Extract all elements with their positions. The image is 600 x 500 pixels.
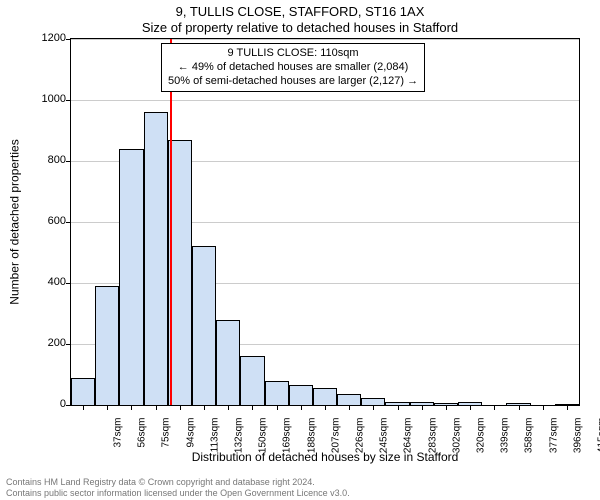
y-tick-mark xyxy=(66,161,71,162)
x-tick-label: 283sqm xyxy=(427,418,438,458)
x-tick-label: 320sqm xyxy=(475,418,486,458)
histogram-bar xyxy=(95,286,119,405)
histogram-bar xyxy=(337,394,361,405)
x-tick-label: 377sqm xyxy=(548,418,559,458)
x-tick-label: 226sqm xyxy=(355,418,366,458)
x-tick-label: 302sqm xyxy=(451,418,462,458)
x-tick-mark xyxy=(398,405,399,410)
footer-line-1: Contains HM Land Registry data © Crown c… xyxy=(6,477,350,487)
histogram-bar xyxy=(192,246,216,405)
footer-attribution: Contains HM Land Registry data © Crown c… xyxy=(6,477,350,498)
x-tick-label: 75sqm xyxy=(161,418,172,458)
chart-title: 9, TULLIS CLOSE, STAFFORD, ST16 1AX xyxy=(0,4,600,19)
annotation-line-2: ← 49% of detached houses are smaller (2,… xyxy=(168,61,418,75)
x-tick-label: 245sqm xyxy=(379,418,390,458)
y-tick-mark xyxy=(66,222,71,223)
y-tick-mark xyxy=(66,344,71,345)
x-tick-mark xyxy=(446,405,447,410)
footer-line-2: Contains public sector information licen… xyxy=(6,488,350,498)
histogram-bar xyxy=(119,149,143,405)
x-tick-mark xyxy=(83,405,84,410)
y-tick-label: 200 xyxy=(26,337,66,349)
x-tick-mark xyxy=(373,405,374,410)
histogram-bar xyxy=(361,398,385,405)
x-tick-label: 132sqm xyxy=(234,418,245,458)
chart-subtitle: Size of property relative to detached ho… xyxy=(0,20,600,35)
annotation-line-3: 50% of semi-detached houses are larger (… xyxy=(168,75,418,89)
x-tick-mark xyxy=(519,405,520,410)
x-tick-label: 94sqm xyxy=(185,418,196,458)
x-tick-mark xyxy=(204,405,205,410)
x-tick-label: 415sqm xyxy=(596,418,600,458)
marker-line xyxy=(170,39,172,405)
histogram-bar xyxy=(265,381,289,405)
y-tick-label: 0 xyxy=(26,398,66,410)
x-tick-mark xyxy=(494,405,495,410)
x-tick-mark xyxy=(252,405,253,410)
y-tick-mark xyxy=(66,100,71,101)
x-tick-label: 56sqm xyxy=(137,418,148,458)
x-tick-mark xyxy=(131,405,132,410)
x-tick-label: 264sqm xyxy=(403,418,414,458)
x-tick-mark xyxy=(567,405,568,410)
annotation-line-1: 9 TULLIS CLOSE: 110sqm xyxy=(168,47,418,61)
x-tick-mark xyxy=(156,405,157,410)
x-tick-label: 396sqm xyxy=(572,418,583,458)
y-tick-label: 800 xyxy=(26,154,66,166)
gridline xyxy=(71,39,579,40)
x-tick-label: 358sqm xyxy=(524,418,535,458)
x-tick-mark xyxy=(543,405,544,410)
histogram-bar xyxy=(240,356,264,405)
y-tick-mark xyxy=(66,405,71,406)
x-tick-mark xyxy=(349,405,350,410)
x-tick-mark xyxy=(180,405,181,410)
histogram-bar xyxy=(144,112,168,405)
y-tick-mark xyxy=(66,283,71,284)
x-tick-label: 113sqm xyxy=(209,418,220,458)
histogram-bar xyxy=(313,388,337,405)
x-tick-label: 150sqm xyxy=(258,418,269,458)
y-tick-label: 400 xyxy=(26,276,66,288)
y-axis-label: Number of detached properties xyxy=(8,38,22,406)
x-tick-label: 339sqm xyxy=(500,418,511,458)
histogram-bar xyxy=(216,320,240,405)
y-tick-label: 600 xyxy=(26,215,66,227)
x-tick-mark xyxy=(422,405,423,410)
gridline xyxy=(71,100,579,101)
histogram-bar xyxy=(71,378,95,405)
y-tick-mark xyxy=(66,39,71,40)
x-tick-mark xyxy=(301,405,302,410)
x-tick-mark xyxy=(277,405,278,410)
x-tick-label: 207sqm xyxy=(330,418,341,458)
annotation-box: 9 TULLIS CLOSE: 110sqm ← 49% of detached… xyxy=(161,43,425,92)
y-tick-label: 1000 xyxy=(26,93,66,105)
x-tick-label: 188sqm xyxy=(306,418,317,458)
x-tick-label: 37sqm xyxy=(113,418,124,458)
x-tick-mark xyxy=(228,405,229,410)
x-tick-label: 169sqm xyxy=(282,418,293,458)
plot-area: 9 TULLIS CLOSE: 110sqm ← 49% of detached… xyxy=(70,38,580,406)
x-tick-mark xyxy=(107,405,108,410)
y-tick-label: 1200 xyxy=(26,32,66,44)
x-tick-mark xyxy=(325,405,326,410)
chart-container: 9, TULLIS CLOSE, STAFFORD, ST16 1AX Size… xyxy=(0,0,600,500)
histogram-bar xyxy=(289,385,313,405)
x-tick-mark xyxy=(470,405,471,410)
